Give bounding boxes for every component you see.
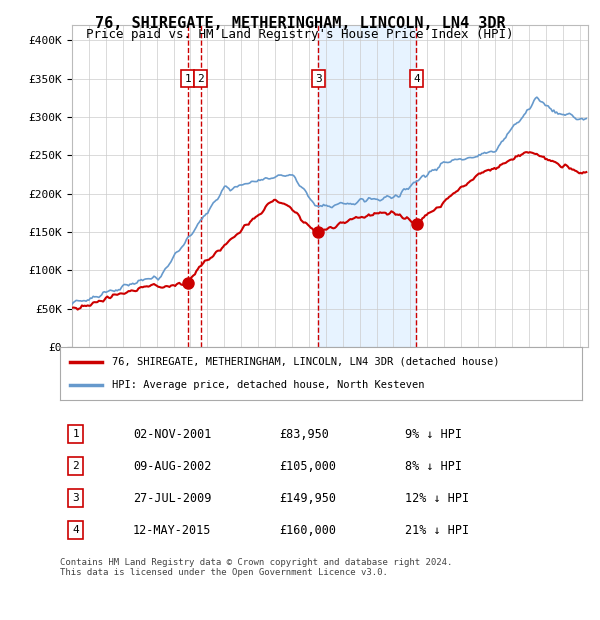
Text: 2: 2 <box>197 74 204 84</box>
Text: 12% ↓ HPI: 12% ↓ HPI <box>404 492 469 505</box>
Text: 1: 1 <box>72 429 79 439</box>
Text: £83,950: £83,950 <box>279 428 329 440</box>
Text: Price paid vs. HM Land Registry's House Price Index (HPI): Price paid vs. HM Land Registry's House … <box>86 28 514 41</box>
Text: 9% ↓ HPI: 9% ↓ HPI <box>404 428 461 440</box>
Text: 76, SHIREGATE, METHERINGHAM, LINCOLN, LN4 3DR: 76, SHIREGATE, METHERINGHAM, LINCOLN, LN… <box>95 16 505 30</box>
Text: 09-AUG-2002: 09-AUG-2002 <box>133 459 211 472</box>
Text: 4: 4 <box>413 74 420 84</box>
Text: 3: 3 <box>315 74 322 84</box>
Text: 21% ↓ HPI: 21% ↓ HPI <box>404 524 469 537</box>
Text: 3: 3 <box>72 493 79 503</box>
Text: HPI: Average price, detached house, North Kesteven: HPI: Average price, detached house, Nort… <box>112 380 425 390</box>
Text: 27-JUL-2009: 27-JUL-2009 <box>133 492 211 505</box>
Text: 4: 4 <box>72 525 79 535</box>
Text: £105,000: £105,000 <box>279 459 336 472</box>
Text: 12-MAY-2015: 12-MAY-2015 <box>133 524 211 537</box>
Text: 02-NOV-2001: 02-NOV-2001 <box>133 428 211 440</box>
Text: Contains HM Land Registry data © Crown copyright and database right 2024.
This d: Contains HM Land Registry data © Crown c… <box>60 558 452 577</box>
Bar <box>319 25 416 347</box>
Text: 8% ↓ HPI: 8% ↓ HPI <box>404 459 461 472</box>
Text: 2: 2 <box>72 461 79 471</box>
Text: 1: 1 <box>184 74 191 84</box>
Text: £149,950: £149,950 <box>279 492 336 505</box>
Text: 76, SHIREGATE, METHERINGHAM, LINCOLN, LN4 3DR (detached house): 76, SHIREGATE, METHERINGHAM, LINCOLN, LN… <box>112 357 500 367</box>
Text: £160,000: £160,000 <box>279 524 336 537</box>
